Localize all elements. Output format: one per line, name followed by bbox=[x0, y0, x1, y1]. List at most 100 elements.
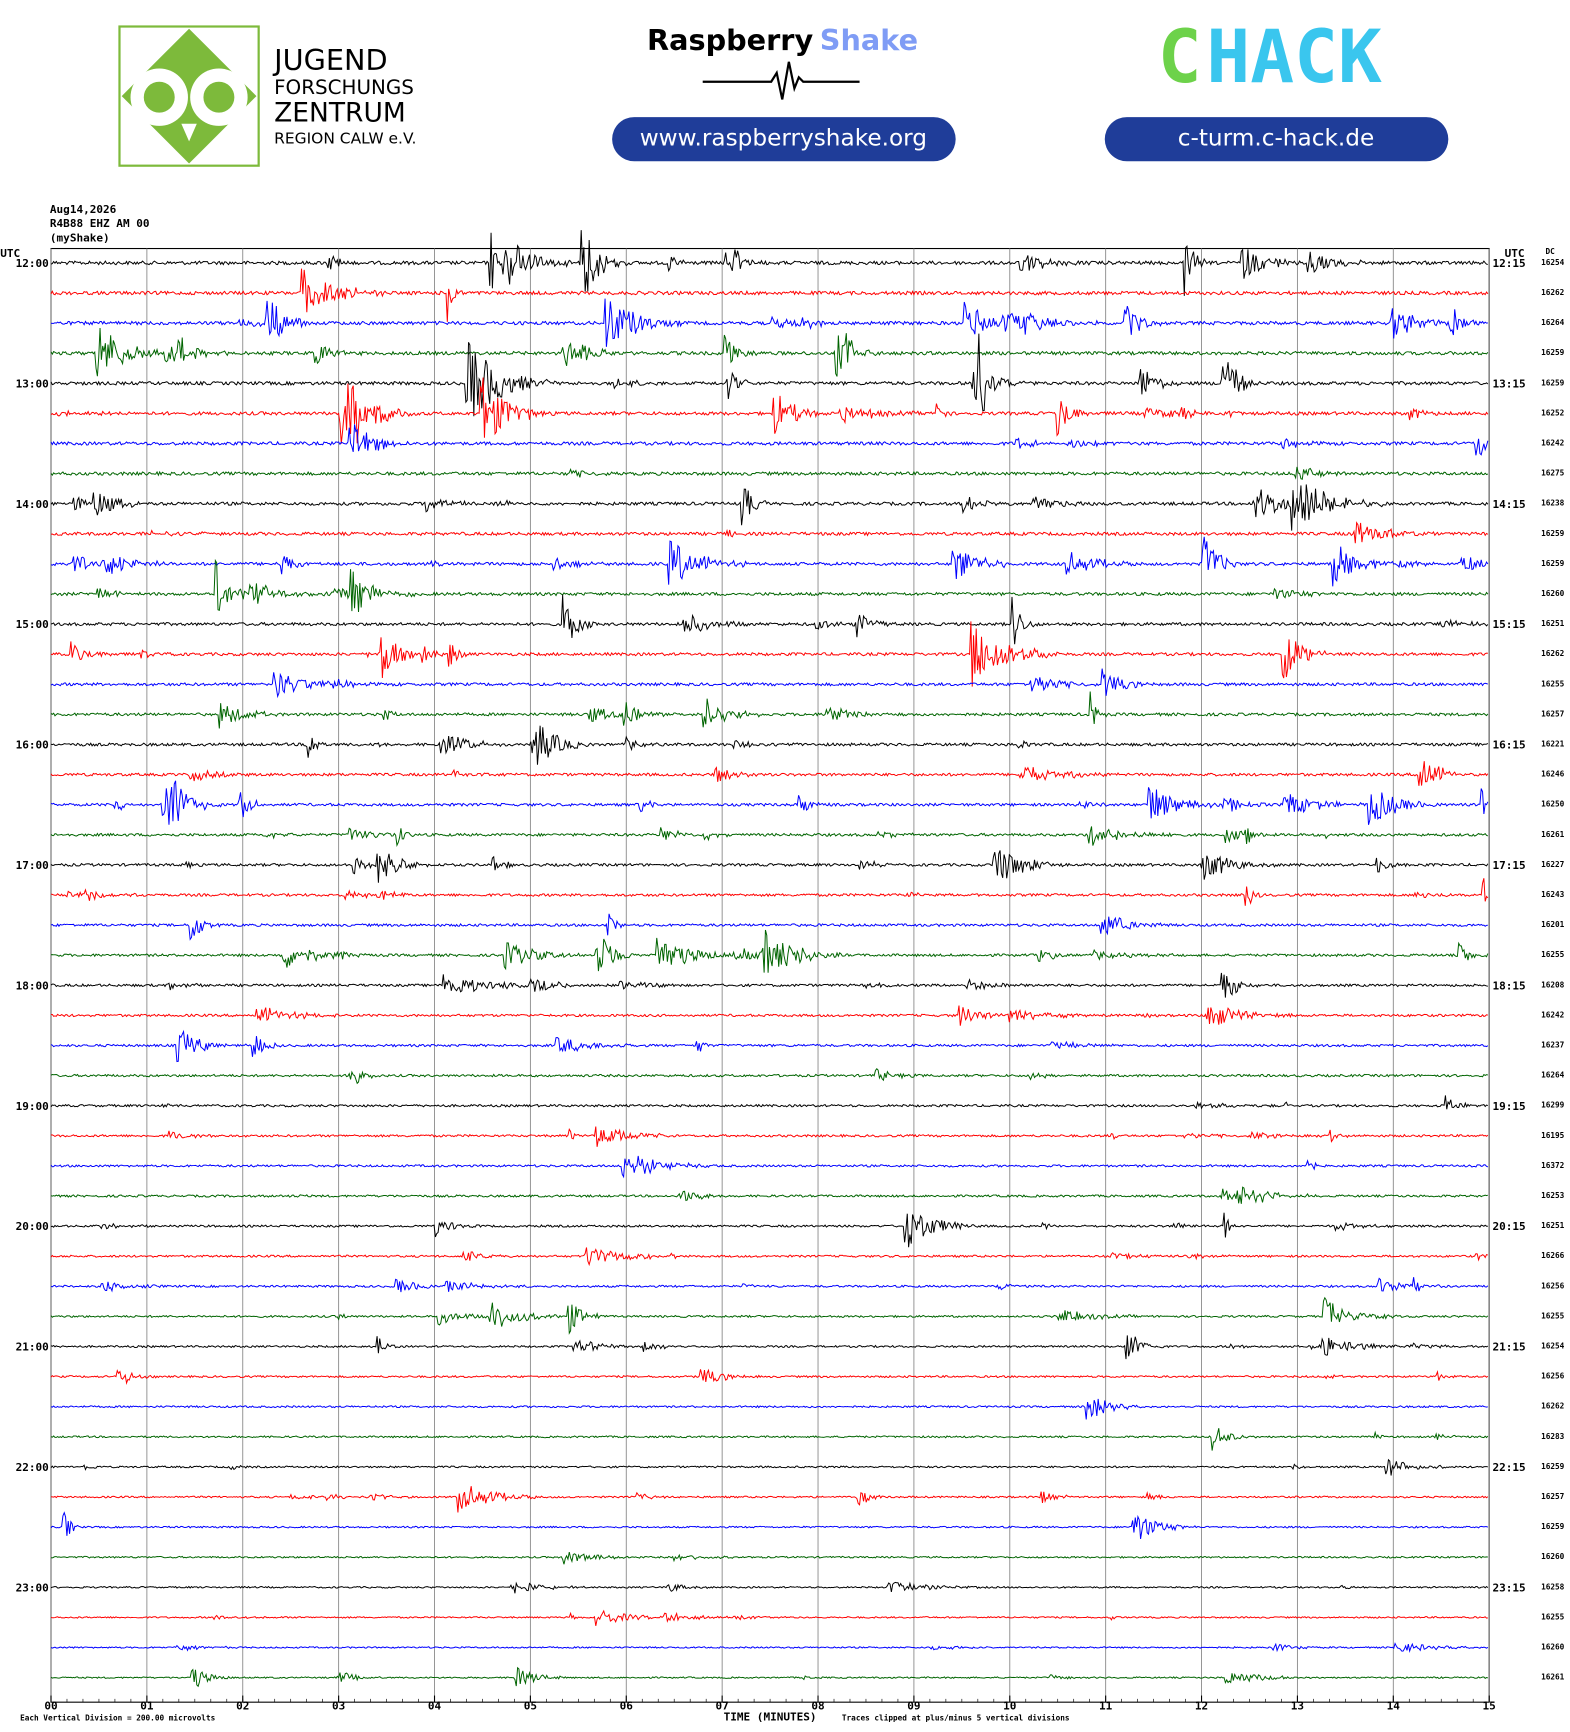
dc-value: 16208 bbox=[1541, 980, 1565, 989]
trace bbox=[50, 913, 1488, 941]
dc-value: 16257 bbox=[1541, 709, 1565, 718]
jfz-logo: JUGEND FORSCHUNGS ZENTRUM REGION CALW e.… bbox=[118, 25, 416, 167]
dc-value: 16221 bbox=[1541, 739, 1565, 748]
trace bbox=[50, 1126, 1489, 1147]
trace bbox=[50, 691, 1489, 729]
trace bbox=[50, 1368, 1489, 1386]
dc-value: 16372 bbox=[1541, 1161, 1564, 1170]
dc-value: 16238 bbox=[1541, 499, 1565, 508]
dc-value: 16264 bbox=[1541, 318, 1565, 327]
plot-frame bbox=[50, 247, 1490, 1703]
trace bbox=[50, 850, 1489, 883]
owl-pupil bbox=[143, 81, 175, 113]
left-time-label: 18:00 bbox=[16, 979, 49, 992]
rs-logo: Raspberry Shake www.raspberryshake.org bbox=[612, 23, 956, 162]
dc-value: 16255 bbox=[1541, 1612, 1565, 1621]
trace bbox=[50, 558, 1489, 612]
trace bbox=[50, 1511, 1489, 1539]
x-tick-label: 00 bbox=[44, 1700, 57, 1713]
traces bbox=[50, 230, 1489, 1688]
station: R4B88 EHZ AM 00 bbox=[50, 217, 150, 230]
trace bbox=[50, 230, 1488, 296]
right-time-label: 13:15 bbox=[1492, 377, 1525, 390]
x-tick-label: 13 bbox=[1291, 1700, 1304, 1713]
x-tick-label: 04 bbox=[428, 1700, 442, 1713]
url-pill bbox=[1104, 117, 1449, 162]
x-tick-label: 15 bbox=[1483, 1700, 1496, 1713]
right-time-label: 14:15 bbox=[1492, 498, 1525, 511]
trace bbox=[50, 1005, 1488, 1026]
trace bbox=[50, 929, 1489, 973]
left-time-label: 20:00 bbox=[16, 1220, 49, 1233]
dc-value: 16259 bbox=[1541, 378, 1565, 387]
x-axis-title: TIME (MINUTES) bbox=[724, 1711, 817, 1724]
trace bbox=[50, 780, 1489, 825]
x-tick-label: 14 bbox=[1387, 1700, 1401, 1713]
right-time-label: 17:15 bbox=[1492, 859, 1525, 872]
left-time-label: 14:00 bbox=[16, 498, 49, 511]
dc-value: 16254 bbox=[1541, 258, 1565, 267]
left-time-label: 13:00 bbox=[16, 377, 49, 390]
trace bbox=[50, 1551, 1488, 1565]
trace bbox=[50, 424, 1489, 456]
trace bbox=[50, 377, 1489, 444]
rs-word: Raspberry bbox=[647, 23, 813, 57]
dc-value: 16250 bbox=[1541, 800, 1565, 809]
x-tick-label: 07 bbox=[716, 1700, 729, 1713]
x-tick-label: 06 bbox=[620, 1700, 634, 1713]
trace bbox=[50, 1486, 1489, 1513]
x-tick-label: 09 bbox=[907, 1700, 920, 1713]
trace bbox=[50, 1212, 1488, 1248]
footnote: Traces clipped at plus/minus 5 vertical … bbox=[842, 1714, 1070, 1723]
right-time-label: 21:15 bbox=[1492, 1341, 1525, 1354]
trace bbox=[50, 878, 1489, 906]
right-time-label: 16:15 bbox=[1492, 739, 1525, 752]
x-tick-label: 03 bbox=[332, 1700, 345, 1713]
left-time-label: 19:00 bbox=[16, 1100, 49, 1113]
left-time-label: 21:00 bbox=[16, 1341, 49, 1354]
right-axis-title: UTC bbox=[1505, 247, 1525, 260]
left-time-label: 12:00 bbox=[16, 257, 49, 270]
dc-value: 16242 bbox=[1541, 438, 1564, 447]
x-tick-label: 10 bbox=[1003, 1700, 1016, 1713]
dc-value: 16299 bbox=[1541, 1101, 1565, 1110]
dc-value: 16262 bbox=[1541, 288, 1564, 297]
trace bbox=[50, 298, 1488, 347]
dc-value: 16258 bbox=[1541, 1582, 1565, 1591]
left-axis-title: UTC bbox=[0, 247, 20, 260]
trace bbox=[50, 1029, 1489, 1063]
url-text: c-turm.c-hack.de bbox=[1178, 125, 1375, 152]
dc-value: 16253 bbox=[1541, 1191, 1565, 1200]
dc-value: 16259 bbox=[1541, 529, 1565, 538]
x-tick-label: 02 bbox=[236, 1700, 249, 1713]
dc-value: 16259 bbox=[1541, 1522, 1565, 1531]
trace bbox=[50, 1609, 1488, 1626]
trace bbox=[50, 484, 1489, 531]
dc-value: 16251 bbox=[1541, 1221, 1565, 1230]
trace bbox=[50, 1335, 1489, 1360]
dc-value: 16255 bbox=[1541, 950, 1565, 959]
dc-value: 16260 bbox=[1541, 1552, 1565, 1561]
dc-value: 16262 bbox=[1541, 649, 1564, 658]
logo-text: JUGEND bbox=[272, 43, 387, 77]
trace bbox=[50, 761, 1489, 786]
trace bbox=[50, 594, 1489, 645]
dc-value: 16227 bbox=[1541, 860, 1565, 869]
dc-value: 16266 bbox=[1541, 1251, 1565, 1260]
logo-text: REGION CALW e.V. bbox=[274, 130, 416, 148]
right-time-label: 20:15 bbox=[1492, 1220, 1525, 1233]
dc-value: 16259 bbox=[1541, 348, 1565, 357]
dc-value: 16256 bbox=[1541, 1281, 1565, 1290]
left-time-label: 23:00 bbox=[16, 1581, 49, 1594]
dc-value: 16256 bbox=[1541, 1372, 1565, 1381]
dc-value: 16252 bbox=[1541, 408, 1564, 417]
owl-pupil bbox=[203, 81, 235, 113]
x-tick-label: 08 bbox=[811, 1700, 824, 1713]
trace bbox=[50, 1247, 1489, 1267]
right-time-label: 19:15 bbox=[1492, 1100, 1525, 1113]
trace bbox=[50, 333, 1489, 417]
x-tick-label: 12 bbox=[1195, 1700, 1208, 1713]
chack-logo: C HACK c-turm.c-hack.de bbox=[1104, 15, 1449, 162]
dc-value: 16259 bbox=[1541, 1462, 1565, 1471]
